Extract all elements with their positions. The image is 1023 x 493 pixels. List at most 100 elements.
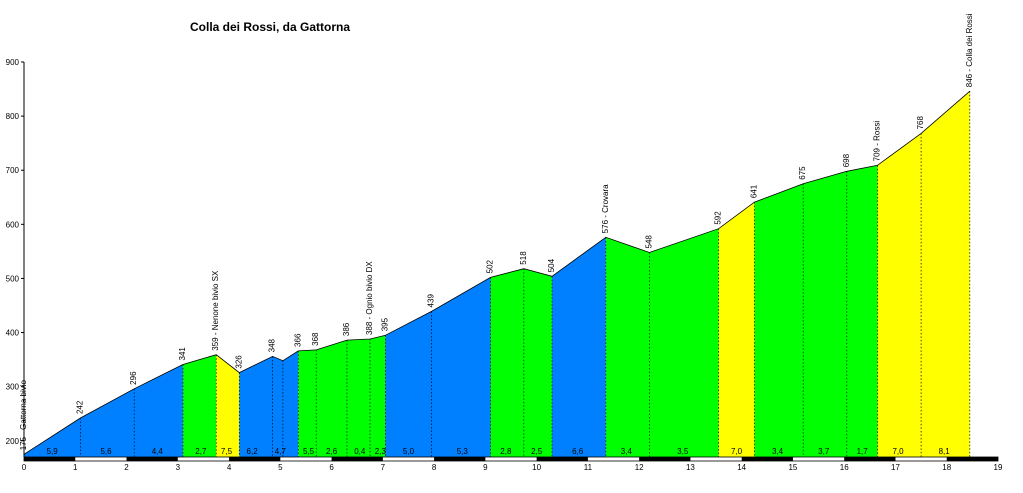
point-label-21: 675 [798,166,807,180]
point-label-23: 709 - Rossi [873,121,882,162]
gradient-label-1: 5,6 [100,447,112,456]
km-band-0 [24,457,76,461]
gradient-label-8: 2,6 [326,447,338,456]
segment-area-3 [239,350,299,457]
point-label-4: 359 - Nenone bivio SX [211,270,220,351]
gradient-label-14: 2,5 [531,447,543,456]
point-label-3: 341 [178,347,187,361]
y-tick-label-2: 400 [6,329,20,338]
gradient-label-10: 2,3 [375,447,387,456]
gradient-label-16: 3,4 [621,447,633,456]
point-label-18: 548 [644,235,653,249]
point-label-22: 698 [842,153,851,167]
gradient-label-23: 8,1 [939,447,951,456]
x-tick-label-5: 5 [278,463,283,472]
x-tick-labels: 0 1 2 3 4 5 6 7 8 9 10 11 12 13 14 15 16 17 18 19 [22,463,1003,472]
gradient-label-11: 5,0 [403,447,415,456]
x-tick-label-7: 7 [381,463,386,472]
x-tick-label-16: 16 [840,463,849,472]
point-label-20: 641 [750,184,759,198]
x-tick-label-4: 4 [227,463,232,472]
x-tick-label-6: 6 [329,463,334,472]
gradient-label-7: 5,5 [303,447,315,456]
gradient-label-13: 2,8 [500,447,512,456]
x-tick-label-12: 12 [635,463,644,472]
km-band-2 [126,457,178,461]
profile-line [23,90,971,455]
km-band-18 [946,457,998,461]
x-tick-label-2: 2 [124,463,129,472]
gradient-label-2: 4,4 [152,447,164,456]
segment-area-6 [490,268,553,457]
point-label-14: 502 [485,259,494,273]
point-label-19: 592 [714,211,723,225]
point-label-2: 296 [129,371,138,385]
point-label-15: 518 [519,251,528,265]
segment-area-8 [605,228,719,457]
x-tick-label-3: 3 [176,463,181,472]
point-labels: 175 - Gattorna bivio 242 296 341 359 - Nenon… [19,13,974,450]
km-band-6 [331,457,383,461]
segment-area-7 [552,237,606,457]
profile-areas [23,90,971,458]
x-tick-label-15: 15 [788,463,797,472]
axes [23,62,999,462]
point-label-13: 439 [427,294,436,308]
km-band-10 [536,457,588,461]
gradient-label-15: 6,6 [572,447,584,456]
gradient-label-20: 3,7 [818,447,830,456]
x-tick-label-17: 17 [891,463,900,472]
point-label-16: 504 [547,258,556,272]
point-label-10: 386 [342,322,351,336]
x-tick-label-10: 10 [532,463,541,472]
y-tick-label-0: 200 [6,437,20,446]
x-tick-label-14: 14 [737,463,746,472]
x-tick-label-1: 1 [73,463,78,472]
point-label-9: 368 [311,332,320,346]
point-label-17: 576 - Crovara [601,184,610,233]
gradient-label-18: 7,0 [731,447,743,456]
segment-area-10 [754,165,878,458]
point-label-1: 242 [75,400,84,414]
segment-area-9 [718,202,755,457]
y-tick-label-3: 500 [6,274,20,283]
point-label-11: 388 - Ognio bivio DX [365,261,374,335]
x-tick-label-13: 13 [686,463,695,472]
x-tick-label-0: 0 [22,463,27,472]
segment-area-5 [385,277,491,457]
gradient-label-21: 1,7 [857,447,869,456]
point-label-24: 768 [916,116,925,130]
x-tick-label-18: 18 [942,463,951,472]
segment-area-4 [298,335,386,457]
x-tick-label-11: 11 [584,463,593,472]
y-tick-label-1: 300 [6,383,20,392]
y-tick-label-4: 600 [6,220,20,229]
gradient-label-17: 3,5 [677,447,689,456]
km-band-8 [434,457,486,461]
gradient-label-4: 7,5 [221,447,233,456]
chart-title: Colla dei Rossi, da Gattorna [190,20,350,34]
y-tick-label-5: 700 [6,166,20,175]
point-label-6: 348 [268,338,277,352]
point-guides [80,91,971,457]
gradient-label-19: 3,4 [772,447,784,456]
gradient-label-5: 6,2 [247,447,259,456]
km-band-14 [741,457,793,461]
point-label-8: 366 [293,333,302,347]
km-band-16 [844,457,896,461]
x-tick-label-9: 9 [483,463,488,472]
x-tick-label-8: 8 [432,463,437,472]
segment-area-2 [216,354,240,457]
km-band-frame [23,456,999,462]
y-tick-label-7: 900 [6,58,20,67]
x-tick-label-19: 19 [994,463,1003,472]
point-label-12: 395 [380,317,389,331]
km-band-12 [639,457,691,461]
segment-area-0 [24,364,183,457]
point-label-0: 175 - Gattorna bivio [19,379,28,450]
gradient-label-0: 5,9 [47,447,59,456]
gradient-label-9: 0,4 [354,447,366,456]
y-tick-label-6: 800 [6,112,20,121]
gradient-labels: 5,9 5,6 4,4 2,7 7,5 6,2 4,7 5,5 2,6 0,4 2,3 5,0 5,3 2… [47,447,951,456]
